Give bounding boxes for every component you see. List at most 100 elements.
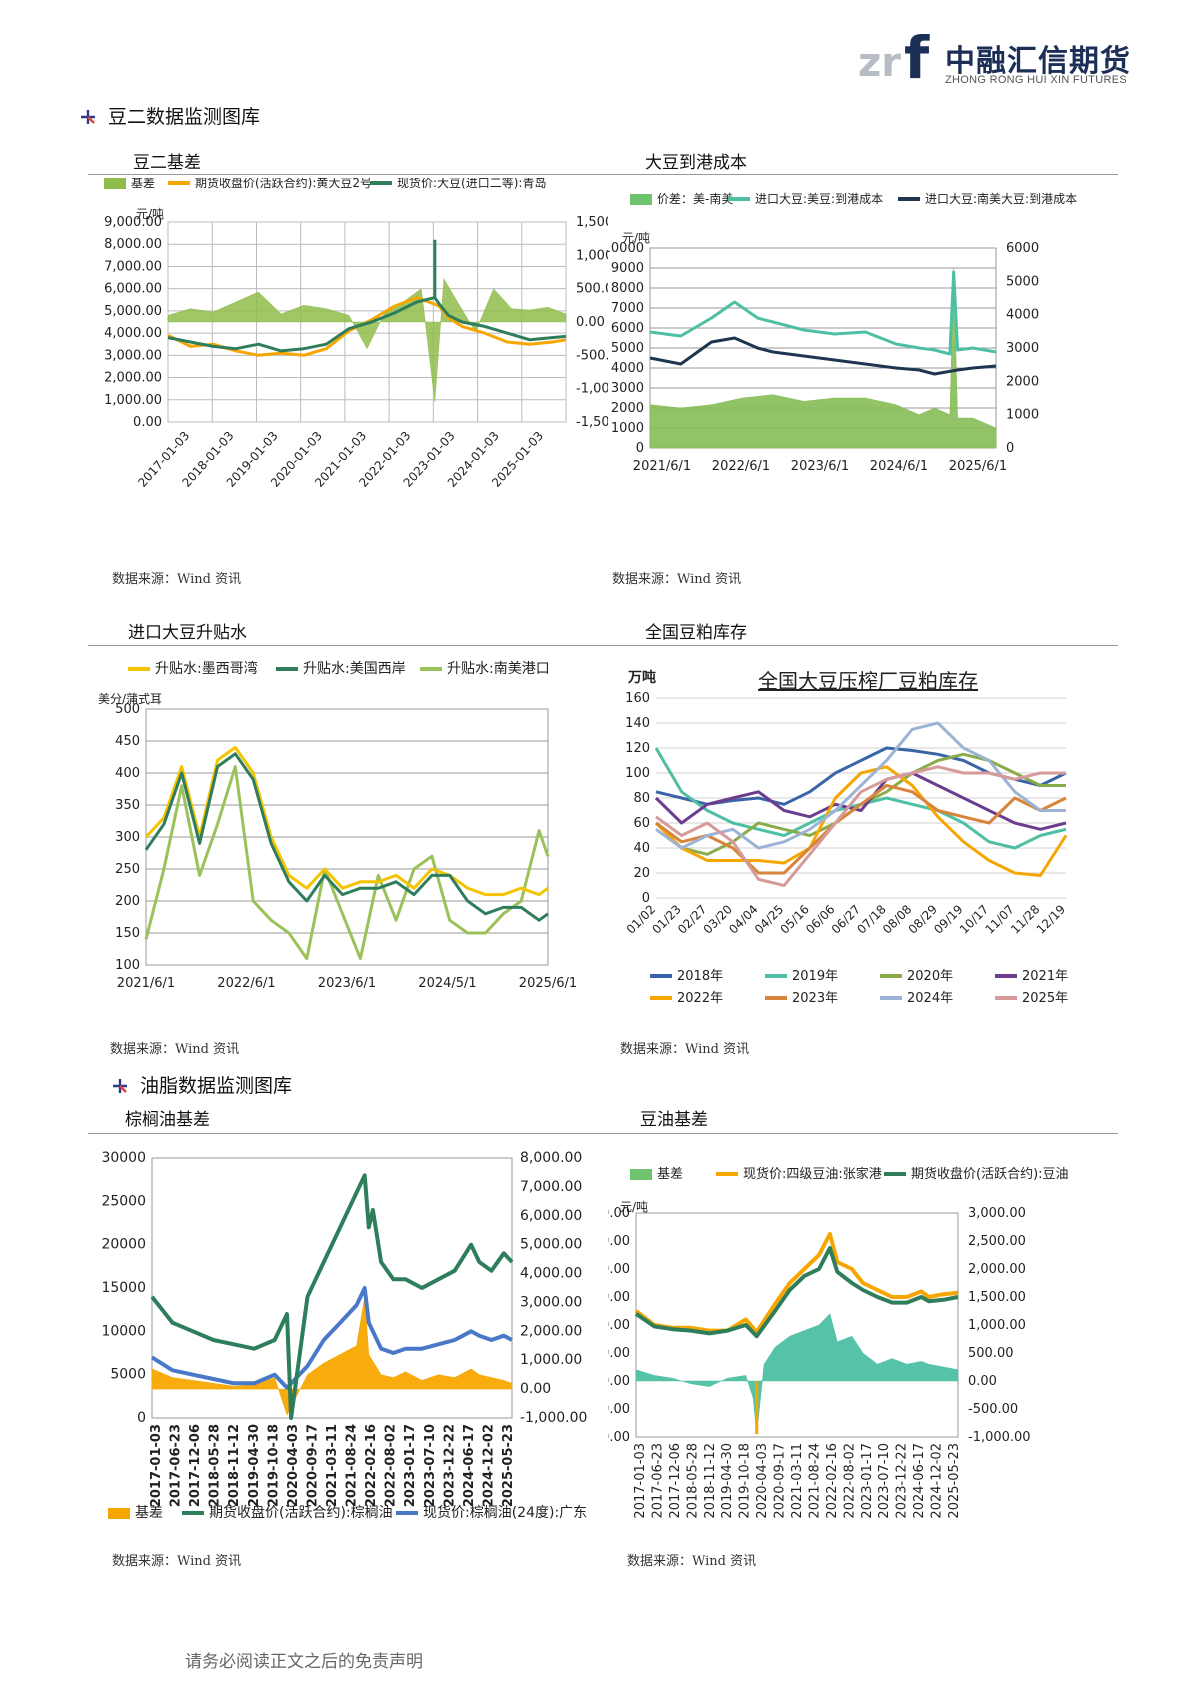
x-tick-label: 2017-12-06	[188, 1424, 203, 1507]
bullet-icon	[113, 1079, 127, 1093]
x-tick-label: 2023/6/1	[318, 976, 376, 991]
section-title-text: 豆二数据监测图库	[108, 106, 261, 128]
legend-label: 2020年	[907, 969, 953, 984]
source-note: 数据来源：Wind 资讯	[112, 572, 242, 587]
basis-area	[151, 1296, 513, 1416]
y-tick-label: 5000	[110, 1367, 146, 1383]
source-note: 数据来源：Wind 资讯	[612, 572, 742, 587]
x-tick-label: 2024-06-17	[912, 1443, 927, 1519]
y-tick-label: 8000	[611, 281, 644, 296]
x-tick-label: 2023-01-17	[860, 1443, 875, 1519]
y-tick-label: 2000	[611, 401, 644, 416]
y-tick-label: 80	[633, 791, 650, 806]
legend-label: 价差：美-南美	[657, 191, 733, 206]
x-tick-label: 2021-08-24	[345, 1424, 360, 1507]
y-unit-label: 元/吨	[136, 207, 164, 221]
legend-label: 现货价:棕榈油(24度):广东	[423, 1504, 587, 1521]
x-tick-label: 2023-07-10	[423, 1424, 438, 1507]
y2-tick-label: -500.00	[576, 348, 608, 363]
source-note: 数据来源：Wind 资讯	[627, 1554, 757, 1569]
source-note: 数据来源：Wind 资讯	[110, 1042, 240, 1057]
legend-label: 基差	[135, 1504, 163, 1521]
futures-line	[150, 1173, 514, 1420]
us-cost-line	[649, 270, 997, 356]
y-tick-label: 4000	[611, 361, 644, 376]
inventory-line	[655, 765, 1066, 887]
x-tick-label: 2018-11-12	[703, 1443, 718, 1519]
y-tick-label: 6000	[611, 321, 644, 336]
y-tick-label: 2,000.00	[104, 371, 162, 386]
x-tick-label: 2024/5/1	[418, 976, 476, 991]
y-tick-label: 4,000.00	[104, 326, 162, 341]
y2-tick-label: 1,000.00	[576, 248, 608, 263]
y-tick-label: 0	[636, 441, 644, 456]
svg-text:zr: zr	[858, 40, 901, 84]
x-tick-label: 2021-03-11	[325, 1424, 340, 1507]
rule	[88, 1133, 1118, 1134]
y2-tick-label: 1,000.00	[968, 1318, 1026, 1333]
x-tick-label: 2018-05-28	[685, 1443, 700, 1519]
y-tick-label: 10000	[608, 241, 644, 256]
x-tick-label: 2018-11-12	[227, 1424, 242, 1507]
y-tick-label: 450	[115, 734, 140, 749]
company-logo-en: ZHONG RONG HUI XIN FUTURES	[945, 74, 1127, 86]
y2-tick-label: 3000	[1006, 341, 1039, 356]
legend-swatch	[108, 1508, 130, 1519]
x-tick-label: 2021-08-24	[807, 1443, 822, 1519]
spot-line	[634, 1232, 959, 1334]
premium-line	[144, 765, 550, 961]
y-tick-label: 9000	[611, 261, 644, 276]
y-tick-label: 400	[115, 766, 140, 781]
futures-line	[167, 296, 567, 357]
y-tick-label: 0	[642, 891, 650, 906]
spread-area	[649, 267, 997, 449]
y-tick-label: 350	[115, 798, 140, 813]
y-tick-label: 7000	[611, 301, 644, 316]
chart-title-c3: 进口大豆升贴水	[128, 623, 247, 643]
y2-tick-label: 1,000.00	[520, 1352, 582, 1368]
x-tick-label: 2025-05-23	[947, 1443, 962, 1519]
y-tick-label: 20	[633, 866, 650, 881]
x-tick-label: 2025/6/1	[949, 459, 1007, 474]
x-tick-label: 2022-08-02	[384, 1424, 399, 1507]
x-tick-label: 2017-01-03	[149, 1424, 164, 1507]
y-tick-label: 1000	[611, 421, 644, 436]
y-tick-label: 9,000.00	[104, 215, 162, 230]
legend-label: 基差	[131, 178, 155, 190]
x-tick-label: 2022/6/1	[712, 459, 770, 474]
y2-tick-label: 3,000.00	[968, 1206, 1026, 1221]
legend-label: 2018年	[677, 969, 723, 984]
y2-tick-label: 1,500.00	[968, 1290, 1026, 1305]
y-tick-label: 150	[115, 926, 140, 941]
x-tick-label: 12/19	[1034, 902, 1068, 936]
premium-line	[144, 752, 549, 922]
legend-swatch	[630, 1169, 652, 1180]
x-tick-label: 2020-04-03	[286, 1424, 301, 1507]
chart-c6: 基差 现货价:四级豆油:张家港 期货收盘价(活跃合约):豆油元/吨14,000.00…	[608, 1166, 1069, 1519]
y-tick-label: 15000	[101, 1280, 146, 1296]
y-tick-label: 5000	[611, 341, 644, 356]
sa-cost-line	[649, 336, 997, 376]
y-tick-label: 250	[115, 862, 140, 877]
x-tick-label: 2023-12-22	[895, 1443, 910, 1519]
x-tick-label: 2019-04-30	[247, 1424, 262, 1507]
legend-label: 升贴水:南美港口	[447, 661, 550, 677]
legend-label: 2025年	[1022, 991, 1068, 1006]
chart-title-c4: 全国豆粕库存	[645, 623, 747, 643]
company-logo-text: 中融汇信期货	[945, 44, 1131, 79]
x-tick-label: 2019-10-18	[266, 1424, 281, 1507]
x-tick-label: 2019-10-18	[738, 1443, 753, 1519]
chart-c5: 30000 25000 20000 15000 10000 5000 0 8,000.00 7,…	[101, 1150, 587, 1521]
legend-label: 2019年	[792, 969, 838, 984]
inner-chart-title: 全国大豆压榨厂豆粕库存	[758, 669, 978, 693]
x-tick-label: 2023-01-17	[403, 1424, 418, 1507]
y2-tick-label: 5,000.00	[520, 1237, 582, 1253]
y2-tick-label: 1,500.00	[576, 215, 608, 230]
x-tick-label: 2021-03-11	[790, 1443, 805, 1519]
y2-tick-label: -1,000.00	[520, 1410, 587, 1426]
legend-label: 期货收盘价(活跃合约):豆油	[911, 1166, 1069, 1182]
legend-label: 期货收盘价(活跃合约):黄大豆2号	[195, 178, 372, 190]
chart-c4: 万吨 全国大豆压榨厂豆粕库存16014012010080604020001/020…	[624, 669, 1068, 1006]
y-tick-label: 8,000.00	[104, 237, 162, 252]
